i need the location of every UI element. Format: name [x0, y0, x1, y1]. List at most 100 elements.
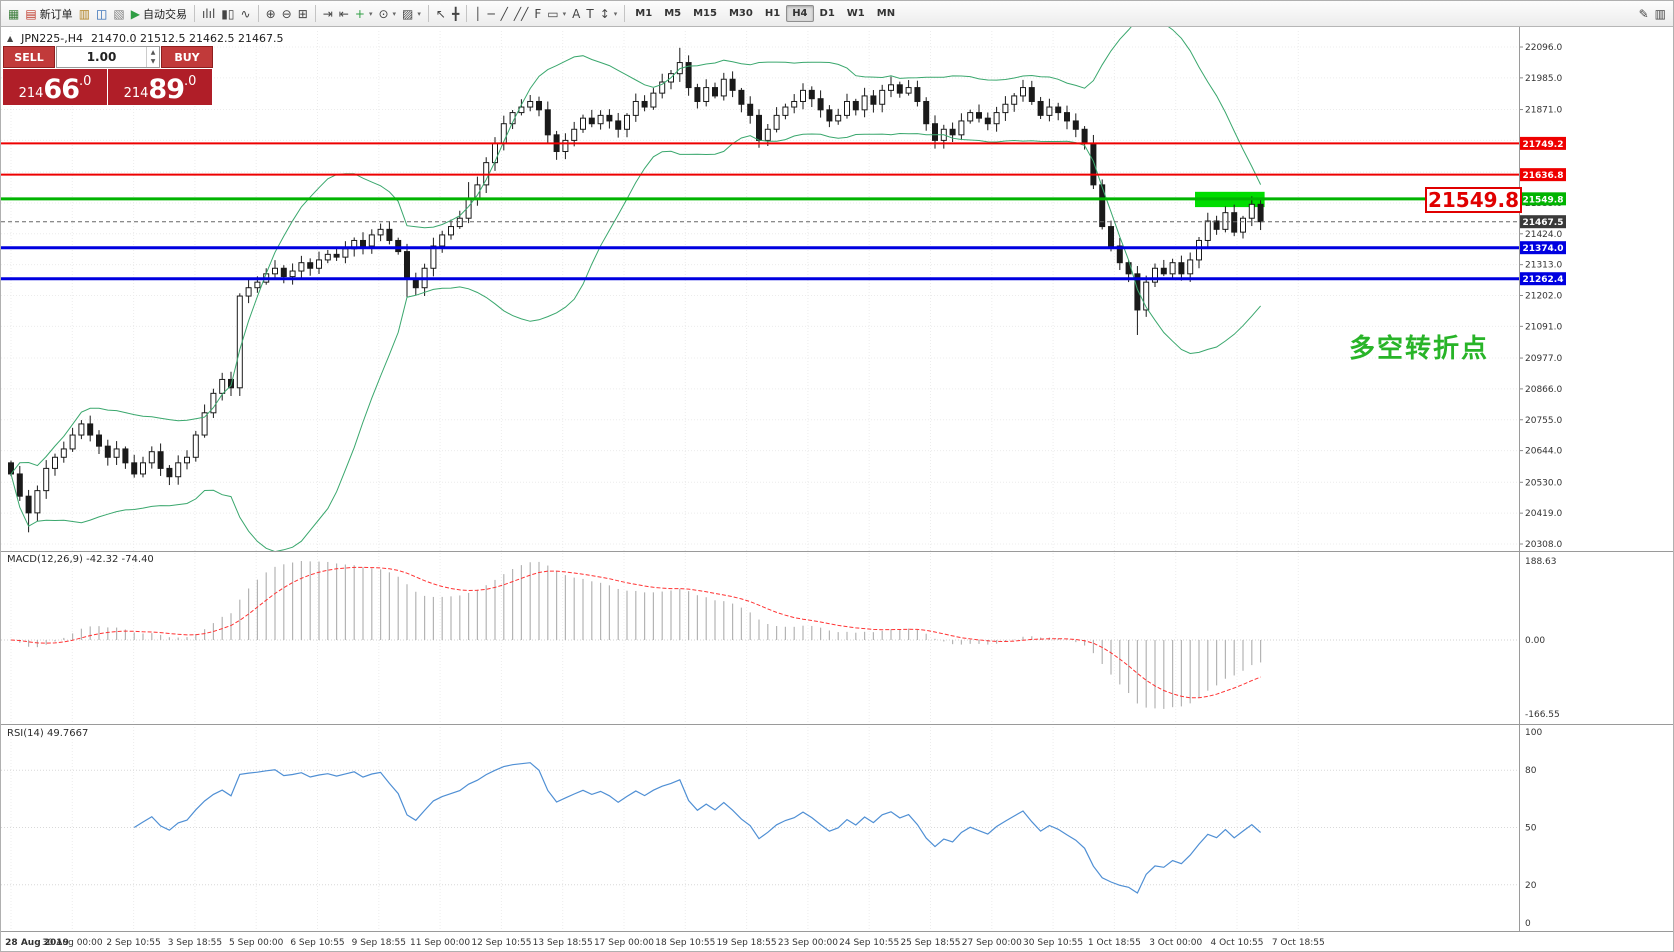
svg-text:20644.0: 20644.0 [1525, 447, 1562, 457]
trendline-icon[interactable]: ╱ [498, 4, 511, 24]
crosshair-icon[interactable]: ╋ [449, 4, 462, 24]
svg-text:25 Sep 18:55: 25 Sep 18:55 [900, 938, 960, 948]
timeframe-mn[interactable]: MN [876, 8, 896, 19]
buy-button[interactable]: BUY [161, 46, 213, 68]
text-icon[interactable]: A [569, 4, 583, 24]
svg-text:21374.0: 21374.0 [1523, 244, 1564, 254]
collapse-icon[interactable]: ▲ [7, 34, 14, 43]
timeframe-m5[interactable]: M5 [664, 8, 682, 19]
svg-text:20755.0: 20755.0 [1525, 416, 1562, 426]
toolbar-separator [466, 5, 468, 22]
window-icon[interactable]: ▥ [1652, 4, 1669, 24]
sell-price-prefix: 214 [18, 86, 44, 101]
vertical-line-icon[interactable]: │ [471, 4, 484, 24]
shapes-icon[interactable]: ▭ ▾ [544, 4, 569, 24]
shapes-icon: ▭ [547, 6, 559, 21]
horizontal-line-icon: ─ [487, 6, 495, 21]
timeframe-h4[interactable]: H4 [786, 5, 814, 22]
line-chart-icon[interactable]: ∿ [238, 4, 254, 24]
timeframe-h1[interactable]: H1 [764, 8, 781, 19]
auto-scroll-icon[interactable]: ⇥ [320, 4, 336, 24]
sell-price-box[interactable]: 214 66 .0 [3, 69, 107, 105]
svg-text:21091.0: 21091.0 [1525, 322, 1562, 332]
svg-text:19 Sep 18:55: 19 Sep 18:55 [717, 938, 777, 948]
svg-text:21424.0: 21424.0 [1525, 230, 1562, 240]
autotrading-button: ▶ [130, 6, 140, 21]
chart-shift-icon[interactable]: ⇤ [336, 4, 352, 24]
autotrading-button[interactable]: ▶ 自动交易 [128, 4, 190, 24]
svg-text:2 Sep 10:55: 2 Sep 10:55 [106, 938, 160, 948]
svg-text:21871.0: 21871.0 [1525, 106, 1562, 116]
indicators-icon[interactable]: + ▾ [352, 4, 376, 24]
svg-text:21636.8: 21636.8 [1523, 171, 1564, 181]
annotation-note[interactable]: 多空转折点 [1349, 334, 1490, 364]
sell-button[interactable]: SELL [3, 46, 55, 68]
price-tag-21749.2 [1520, 136, 1566, 150]
volume-down-icon[interactable]: ▼ [150, 58, 156, 65]
svg-text:21262.4: 21262.4 [1523, 275, 1564, 285]
buy-price-big: 89 [148, 74, 185, 105]
svg-text:20866.0: 20866.0 [1525, 385, 1562, 395]
svg-text:0: 0 [1525, 919, 1531, 929]
toolbar: ▦ ▤ 新订单 ▥ ◫ ▧ ▶ 自动交易 ılıl ▮▯ ∿ ⊕ ⊖ ⊞ ⇥ ⇤ + ▾ ⊙ ▾ ▨ ▾ ↖ ╋ │ ─ ╱ ╱╱ F ▭… [1, 1, 1673, 27]
candlestick-chart-icon: ▮▯ [221, 6, 235, 21]
toolbar-separator [314, 5, 316, 22]
svg-text:21202.0: 21202.0 [1525, 292, 1562, 302]
zoom-out-icon[interactable]: ⊖ [279, 4, 295, 24]
svg-text:188.63: 188.63 [1525, 557, 1557, 567]
new-chart-icon[interactable]: ▦ [5, 4, 22, 24]
zoom-out-icon: ⊖ [281, 6, 292, 21]
rsi-line [133, 762, 1261, 894]
chevron-down-icon: ▾ [392, 9, 397, 18]
terminal-icon[interactable]: ▧ [110, 4, 127, 24]
tile-windows-icon[interactable]: ⊞ [295, 4, 311, 24]
arrows-icon[interactable]: ↕ ▾ [597, 4, 621, 24]
fibonacci-icon[interactable]: F [531, 4, 544, 24]
profile-icon: ▥ [78, 6, 91, 21]
svg-text:80: 80 [1525, 766, 1537, 776]
text-label-icon[interactable]: T [583, 4, 596, 24]
volume-value[interactable]: 1.00 [86, 50, 117, 64]
svg-text:20977.0: 20977.0 [1525, 354, 1562, 364]
svg-text:20308.0: 20308.0 [1525, 540, 1562, 550]
toolbar-separator [257, 5, 259, 22]
cursor-icon[interactable]: ↖ [433, 4, 449, 24]
templates-icon[interactable]: ▨ ▾ [399, 4, 424, 24]
terminal-icon: ▧ [113, 6, 125, 21]
svg-text:21313.0: 21313.0 [1525, 261, 1562, 271]
new-order-button[interactable]: ▤ 新订单 [22, 4, 75, 24]
horizontal-line-icon[interactable]: ─ [484, 4, 497, 24]
bollinger-lower-band [10, 132, 1261, 553]
pencil-icon[interactable]: ✎ [1636, 4, 1652, 24]
market-watch-icon[interactable]: ◫ [93, 4, 110, 24]
timeframe-w1[interactable]: W1 [846, 8, 865, 19]
svg-text:21985.0: 21985.0 [1525, 74, 1562, 84]
zoom-in-icon[interactable]: ⊕ [263, 4, 279, 24]
svg-text:21467.5: 21467.5 [1523, 218, 1564, 228]
text-label-icon: T [586, 6, 594, 21]
equidistant-channel-icon[interactable]: ╱╱ [511, 4, 531, 24]
price-tag-21467.5 [1520, 215, 1566, 229]
buy-price-box[interactable]: 214 89 .0 [108, 69, 212, 105]
chevron-down-icon: ▾ [417, 9, 421, 18]
svg-text:13 Sep 18:55: 13 Sep 18:55 [533, 938, 593, 948]
candlestick-chart-icon[interactable]: ▮▯ [218, 4, 237, 24]
timeframe-m1[interactable]: M1 [635, 8, 653, 19]
autotrading-button-label: 自动交易 [142, 7, 187, 21]
timeframe-d1[interactable]: D1 [819, 8, 835, 19]
timeframe-m15[interactable]: M15 [693, 8, 717, 19]
bar-chart-icon[interactable]: ılıl [199, 4, 218, 24]
volume-spinner[interactable]: 1.00 ▲ ▼ [56, 46, 160, 68]
volume-up-icon[interactable]: ▲ [150, 49, 156, 56]
price-tag-21374.0 [1520, 241, 1566, 255]
svg-text:18 Sep 10:55: 18 Sep 10:55 [655, 938, 715, 948]
price-callout-textbox[interactable]: 21549.8 [1425, 187, 1522, 213]
timeframe-m30[interactable]: M30 [728, 8, 753, 19]
zoom-in-icon: ⊕ [265, 6, 276, 21]
profile-icon[interactable]: ▥ [76, 4, 93, 24]
periods-icon[interactable]: ⊙ ▾ [375, 4, 399, 24]
svg-text:5 Sep 00:00: 5 Sep 00:00 [229, 938, 284, 948]
volume-steppers: ▲ ▼ [146, 47, 159, 67]
svg-text:17 Sep 00:00: 17 Sep 00:00 [594, 938, 654, 948]
